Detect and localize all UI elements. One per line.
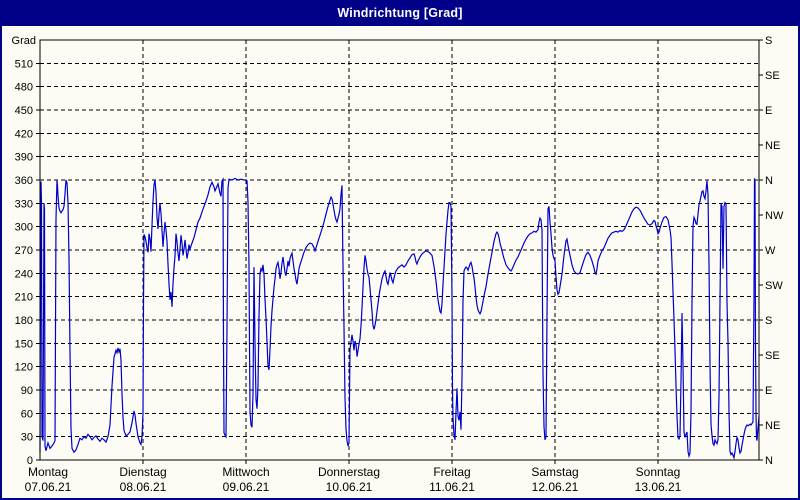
compass-label-0: N: [765, 455, 773, 467]
compass-label-540: S: [765, 35, 772, 47]
day-date-label: 13.06.21: [635, 480, 682, 494]
y-tick-label-420: 420: [15, 128, 33, 140]
day-date-label: 09.06.21: [223, 480, 270, 494]
day-name-label: Mittwoch: [222, 465, 269, 479]
day-name-label: Sonntag: [636, 465, 681, 479]
y-tick-label-90: 90: [21, 385, 33, 397]
day-date-label: 08.06.21: [120, 480, 167, 494]
compass-label-360: N: [765, 175, 773, 187]
y-tick-label-450: 450: [15, 105, 33, 117]
window-title: Windrichtung [Grad]: [337, 6, 463, 20]
compass-label-135: SE: [765, 350, 780, 362]
day-date-label: 12.06.21: [532, 480, 579, 494]
y-tick-label-30: 30: [21, 432, 33, 444]
day-date-label: 11.06.21: [429, 480, 475, 494]
y-tick-label-240: 240: [15, 268, 33, 280]
day-name-label: Samstag: [531, 465, 578, 479]
y-tick-label-360: 360: [15, 175, 33, 187]
day-name-label: Freitag: [433, 465, 470, 479]
y-axis-unit-label: Grad: [12, 35, 36, 47]
y-tick-label-270: 270: [15, 245, 33, 257]
y-tick-label-510: 510: [15, 58, 33, 70]
compass-label-180: S: [765, 315, 772, 327]
day-date-label: 10.06.21: [326, 480, 373, 494]
y-tick-label-330: 330: [15, 198, 33, 210]
compass-label-450: E: [765, 105, 772, 117]
day-name-label: Dienstag: [119, 465, 166, 479]
title-bar: Windrichtung [Grad]: [0, 0, 800, 26]
compass-label-225: SW: [765, 280, 783, 292]
compass-label-495: SE: [765, 70, 780, 82]
y-tick-label-60: 60: [21, 408, 33, 420]
day-name-label: Donnerstag: [318, 465, 380, 479]
compass-label-270: W: [765, 245, 776, 257]
compass-label-315: NW: [765, 210, 784, 222]
y-tick-label-120: 120: [15, 362, 33, 374]
y-tick-label-300: 300: [15, 222, 33, 234]
wind-direction-chart: 0 30 60 90 120 150 180 210 240 270 300 330 360 390 420…: [12, 35, 784, 494]
compass-label-45: NE: [765, 420, 780, 432]
y-tick-label-210: 210: [15, 292, 33, 304]
day-name-label: Montag: [28, 465, 68, 479]
y-tick-label-150: 150: [15, 338, 33, 350]
compass-label-405: NE: [765, 140, 780, 152]
day-date-label: 07.06.21: [25, 480, 72, 494]
y-tick-label-480: 480: [15, 82, 33, 94]
y-tick-label-180: 180: [15, 315, 33, 327]
compass-label-90: E: [765, 385, 772, 397]
y-tick-label-390: 390: [15, 152, 33, 164]
series-line-windrichtung: [39, 177, 760, 460]
y-tick-label-0: 0: [27, 455, 33, 467]
